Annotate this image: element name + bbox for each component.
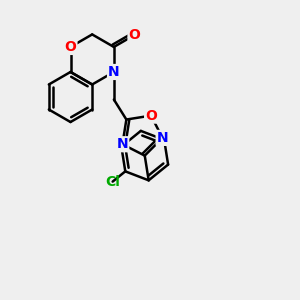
Text: O: O (145, 109, 157, 123)
Text: O: O (128, 28, 140, 42)
Text: N: N (157, 131, 168, 145)
Text: N: N (117, 137, 128, 151)
Text: Cl: Cl (105, 175, 120, 189)
Text: O: O (64, 40, 76, 54)
Text: N: N (108, 65, 120, 79)
